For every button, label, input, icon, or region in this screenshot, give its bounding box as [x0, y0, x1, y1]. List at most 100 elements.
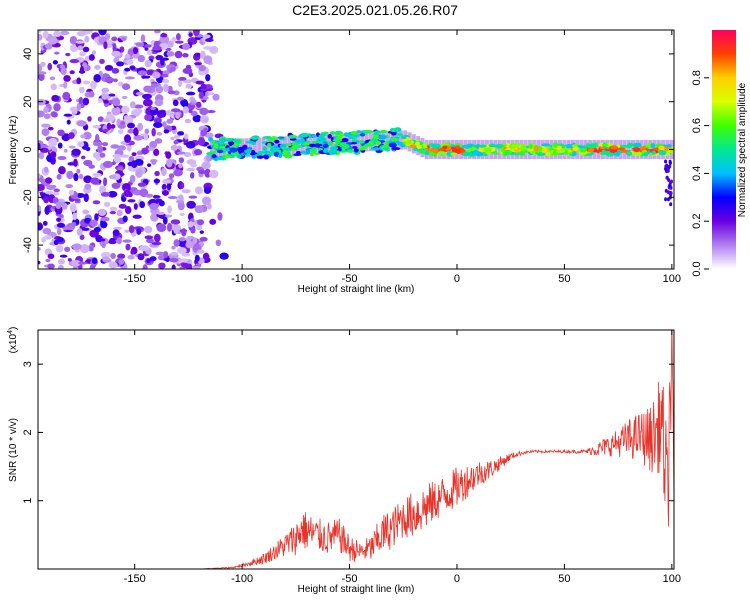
band-blob [333, 144, 339, 147]
noise-blob [219, 252, 229, 260]
band-blob [266, 136, 272, 139]
noise-blob [63, 74, 71, 82]
x-tick-label: -50 [342, 573, 358, 585]
band-blob [527, 147, 535, 152]
band-blob [262, 146, 267, 152]
noise-blob [162, 78, 170, 84]
noise-blob [82, 209, 90, 215]
noise-blob [99, 185, 107, 195]
band-blob [293, 153, 302, 157]
noise-blob [105, 77, 116, 82]
band-halo [295, 135, 300, 155]
band-blob [539, 152, 546, 156]
noise-blob [59, 30, 70, 36]
band-blob [232, 138, 241, 143]
noise-blob [76, 228, 83, 236]
noise-blob [50, 83, 57, 91]
noise-blob [57, 155, 67, 161]
band-blob [245, 141, 255, 144]
noise-blob [194, 186, 203, 195]
noise-blob [88, 164, 95, 169]
noise-blob [205, 38, 214, 43]
noise-blob [104, 64, 114, 72]
band-blob [643, 151, 649, 157]
noise-blob [140, 34, 146, 43]
noise-blob [187, 221, 194, 228]
colorbar: 0.0 0.2 0.4 0.6 0.8 Normalized spectral ampl… [691, 30, 748, 277]
bottom-y-scale-label: (x104) [7, 327, 19, 354]
edge-blob [664, 159, 668, 164]
noise-blob [47, 62, 53, 71]
noise-blob [111, 106, 121, 116]
noise-blob [82, 46, 90, 53]
band-blob [385, 148, 390, 152]
band-blob [516, 152, 523, 156]
noise-blob [157, 110, 165, 119]
noise-blob [159, 35, 170, 44]
noise-blob [122, 83, 131, 91]
band-blob [357, 147, 367, 151]
noise-blob [182, 53, 189, 58]
noise-blob [83, 159, 93, 166]
band-blob [658, 145, 665, 151]
noise-blob [47, 263, 55, 269]
noise-blob [97, 98, 103, 103]
noise-blob [163, 83, 169, 93]
band-blob [302, 142, 310, 146]
top-x-ticks: -150 -100 -50 0 50 100 [124, 30, 681, 285]
noise-blob [129, 65, 136, 70]
noise-blob [136, 228, 142, 235]
band-blob [284, 154, 293, 159]
band-blob [400, 135, 407, 140]
noise-blob [74, 198, 81, 202]
band-blob [214, 143, 219, 148]
noise-blob [38, 110, 45, 118]
noise-blob [118, 203, 127, 209]
noise-blob [77, 45, 84, 51]
noise-blob [43, 113, 51, 120]
band-blob [572, 150, 577, 157]
noise-blob [177, 79, 183, 87]
band-blob [488, 143, 496, 148]
noise-blob [117, 145, 127, 151]
noise-blob [176, 200, 185, 204]
band-blob [478, 144, 486, 148]
band-halo [463, 139, 468, 160]
band-blob [511, 144, 517, 147]
band-blob [267, 142, 272, 148]
noise-blob [101, 256, 110, 261]
band-blob [347, 149, 354, 153]
noise-blob [65, 52, 71, 57]
band-blob [378, 134, 387, 140]
band-blob [283, 150, 288, 156]
edge-blob [665, 175, 669, 180]
noise-blob [155, 85, 164, 94]
noise-blob [72, 108, 78, 115]
noise-blob [84, 217, 92, 224]
noise-blob [190, 110, 198, 117]
noise-blob [202, 117, 209, 124]
band-blob [291, 144, 299, 149]
noise-blob [188, 195, 198, 199]
band-blob [617, 147, 626, 150]
band-blob [225, 138, 234, 142]
noise-blob [92, 124, 102, 129]
noise-blob [178, 194, 184, 201]
noise-blob [99, 152, 106, 158]
noise-blob [173, 140, 179, 145]
noise-blob [69, 145, 76, 149]
band-blob [327, 140, 334, 146]
band-blob [495, 144, 504, 148]
noise-blob [154, 99, 164, 107]
noise-blob [120, 154, 130, 158]
noise-blob [100, 251, 111, 259]
noise-blob [196, 223, 203, 231]
noise-blob [192, 237, 198, 245]
x-tick-label: 100 [663, 273, 681, 285]
noise-blob [46, 184, 56, 191]
noise-blob [128, 225, 135, 234]
noise-blob [184, 118, 192, 124]
noise-blob [68, 132, 75, 140]
noise-blob [166, 40, 174, 48]
